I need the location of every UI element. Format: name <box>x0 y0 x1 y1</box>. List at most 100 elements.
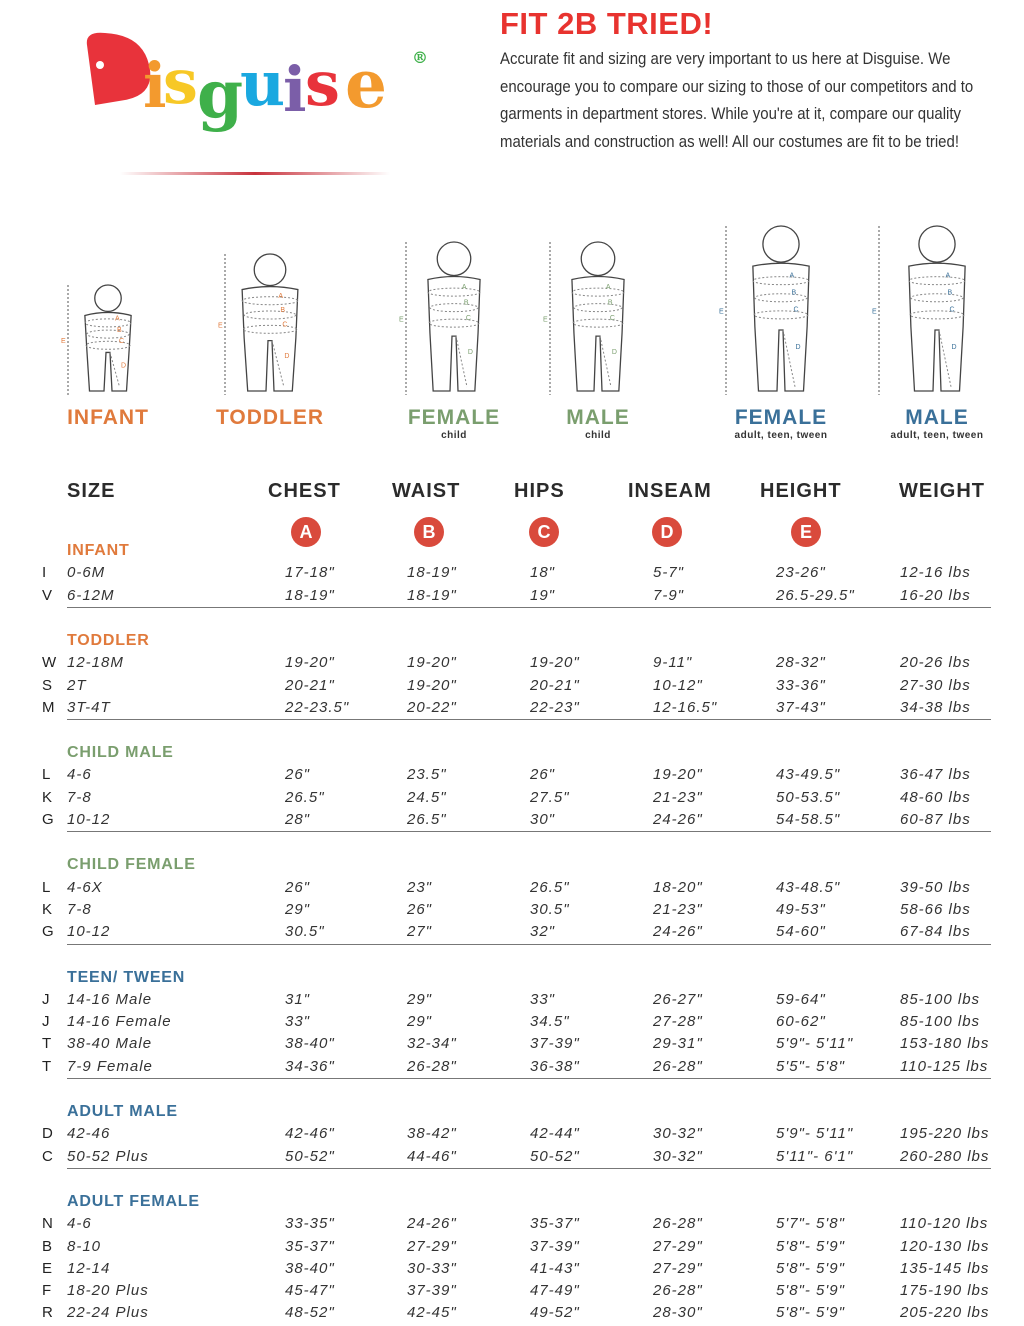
cell-height: 5'8"- 5'9" <box>776 1304 845 1322</box>
cell-inseam: 27-29" <box>653 1237 703 1255</box>
cell-hips: 20-21" <box>530 676 580 694</box>
svg-text:C: C <box>466 315 471 322</box>
cell-hips: 41-43" <box>530 1259 580 1277</box>
cell-size-letter: D <box>42 1125 53 1143</box>
table-row: B 8-10 35-37" 27-29" 37-39" 27-29" 5'8"- 5'9" 1… <box>0 1238 1024 1260</box>
cell-waist: 23" <box>407 878 433 896</box>
cell-waist: 24.5" <box>407 788 447 806</box>
svg-text:D: D <box>284 353 289 360</box>
svg-text:A: A <box>945 272 950 279</box>
cell-size: 4-6X <box>67 878 103 896</box>
section-title: INFANT <box>67 542 130 559</box>
cell-inseam: 28-30" <box>653 1304 703 1322</box>
cell-chest: 31" <box>285 990 311 1008</box>
section-title: TODDLER <box>67 631 150 649</box>
cell-height: 43-48.5" <box>776 878 841 896</box>
cell-height: 60-62" <box>776 1013 826 1031</box>
cell-inseam: 24-26" <box>653 923 703 941</box>
col-waist: WAIST <box>392 480 461 502</box>
cell-hips: 47-49" <box>530 1282 580 1300</box>
headline: FIT 2B TRIED! <box>500 6 714 41</box>
cell-size: 12-18M <box>67 654 124 672</box>
cell-height: 5'11"- 6'1" <box>776 1147 854 1165</box>
cell-waist: 32-34" <box>407 1035 457 1053</box>
cell-inseam: 26-27" <box>653 990 703 1008</box>
cell-chest: 33-35" <box>285 1215 335 1233</box>
cell-weight: 110-125 lbs <box>900 1057 989 1075</box>
cell-chest: 18-19" <box>285 586 335 604</box>
cell-weight: 12-16 lbs <box>900 564 971 582</box>
figure-sublabel-female-adult: adult, teen, tween <box>734 430 828 441</box>
cell-size-letter: C <box>42 1147 53 1165</box>
svg-text:E: E <box>61 338 66 345</box>
cell-height: 54-60" <box>776 923 826 941</box>
cell-inseam: 18-20" <box>653 878 703 896</box>
svg-text:D: D <box>612 349 617 356</box>
cell-hips: 36-38" <box>530 1057 580 1075</box>
cell-inseam: 10-12" <box>653 676 703 694</box>
cell-chest: 33" <box>285 1013 311 1031</box>
cell-size-letter: V <box>42 586 53 604</box>
svg-text:B: B <box>791 289 796 296</box>
cell-weight: 67-84 lbs <box>900 923 971 941</box>
cell-chest: 29" <box>285 900 311 918</box>
section-divider <box>67 1167 991 1169</box>
cell-chest: 45-47" <box>285 1282 335 1300</box>
svg-text:E: E <box>719 309 724 316</box>
cell-size-letter: T <box>42 1035 52 1053</box>
cell-chest: 20-21" <box>285 676 335 694</box>
cell-inseam: 27-28" <box>653 1013 703 1031</box>
cell-weight: 110-120 lbs <box>900 1215 989 1233</box>
section-title: ADULT MALE <box>67 1103 178 1120</box>
badge-e: E <box>791 517 821 547</box>
cell-weight: 135-145 lbs <box>900 1259 990 1277</box>
col-size: SIZE <box>67 480 116 502</box>
cell-chest: 19-20" <box>285 654 335 672</box>
cell-size-letter: B <box>42 1237 53 1255</box>
cell-size-letter: I <box>42 564 47 582</box>
figure-sublabel-male-child: child <box>585 430 611 441</box>
svg-text:i: i <box>283 53 307 126</box>
cell-chest: 17-18" <box>285 564 335 582</box>
cell-weight: 120-130 lbs <box>900 1237 990 1255</box>
section-title: TEEN/ TWEEN <box>67 968 186 986</box>
intro-paragraph: Accurate fit and sizing are very importa… <box>500 49 974 151</box>
cell-size-letter: L <box>42 878 51 896</box>
svg-text:B: B <box>608 300 613 307</box>
cell-hips: 22-23" <box>530 698 580 716</box>
cell-size-letter: J <box>42 990 50 1008</box>
cell-height: 5'8"- 5'9" <box>776 1282 845 1300</box>
svg-text:A: A <box>789 272 794 279</box>
svg-text:A: A <box>462 284 467 291</box>
cell-height: 5'8"- 5'9" <box>776 1259 845 1277</box>
figure-infant: E ABC D <box>61 284 132 395</box>
section-divider <box>67 1078 991 1079</box>
cell-inseam: 24-26" <box>653 811 703 828</box>
table-row: F 18-20 Plus 45-47" 37-39" 47-49" 26-28" 5'8"-… <box>0 1282 1024 1304</box>
cell-hips: 35-37" <box>530 1215 580 1233</box>
table-row: T 7-9 Female 34-36" 26-28" 36-38" 26-28" 5'5"-… <box>0 1058 1024 1080</box>
cell-waist: 18-19" <box>407 564 457 582</box>
svg-text:B: B <box>464 300 469 307</box>
section-title: ADULT FEMALE <box>67 1192 200 1210</box>
cell-height: 26.5-29.5" <box>776 586 855 604</box>
cell-hips: 30.5" <box>530 900 570 918</box>
col-chest: CHEST <box>268 480 341 502</box>
svg-text:A: A <box>278 293 283 300</box>
cell-chest: 28" <box>285 811 311 828</box>
cell-hips: 19-20" <box>530 654 580 672</box>
table-row: K 7-8 26.5" 24.5" 27.5" 21-23" 50-53.5" 48-60 l… <box>0 789 1024 811</box>
cell-waist: 38-42" <box>407 1125 457 1143</box>
svg-text:C: C <box>119 338 124 345</box>
figure-male-adult: E A B C D <box>872 225 966 395</box>
cell-weight: 34-38 lbs <box>900 698 971 716</box>
cell-waist: 20-22" <box>407 698 457 716</box>
cell-weight: 58-66 lbs <box>900 900 971 918</box>
svg-text:e: e <box>345 45 387 123</box>
cell-waist: 19-20" <box>407 654 457 672</box>
cell-size: 10-12 <box>67 811 111 828</box>
table-row: K 7-8 29" 26" 30.5" 21-23" 49-53" 58-66 lbs <box>0 901 1024 923</box>
cell-weight: 36-47 lbs <box>900 766 971 784</box>
cell-size-letter: R <box>42 1304 53 1322</box>
svg-text:E: E <box>399 317 404 324</box>
